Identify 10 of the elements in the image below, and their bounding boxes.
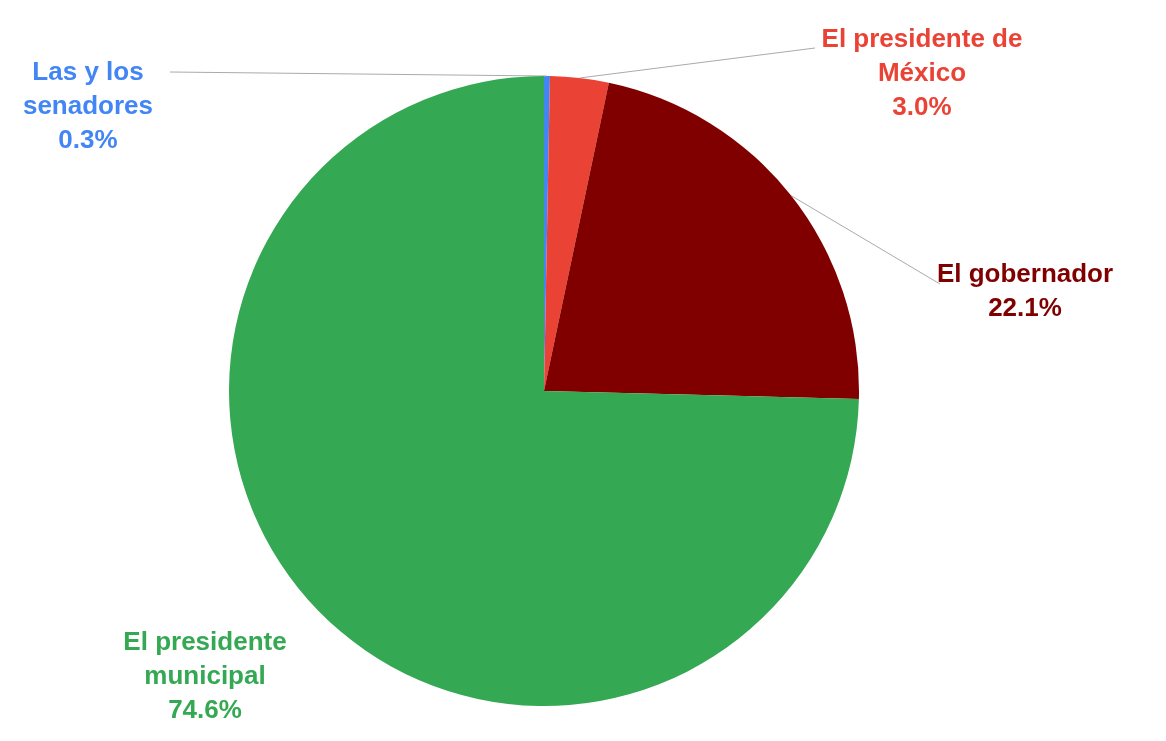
slice-label: El gobernador [936,258,1114,288]
data-label: 74.6% [168,694,242,724]
slice-label: El presidente de México [821,23,1023,87]
data-label: 0.3% [58,124,118,154]
slice-label: Las y los senadores [22,56,154,120]
data-label: 22.1% [988,292,1062,322]
pie-slice [544,82,859,399]
data-label: 3.0% [892,91,952,121]
pie-slice [544,76,609,391]
slice-label: El presidente municipal [123,626,287,690]
